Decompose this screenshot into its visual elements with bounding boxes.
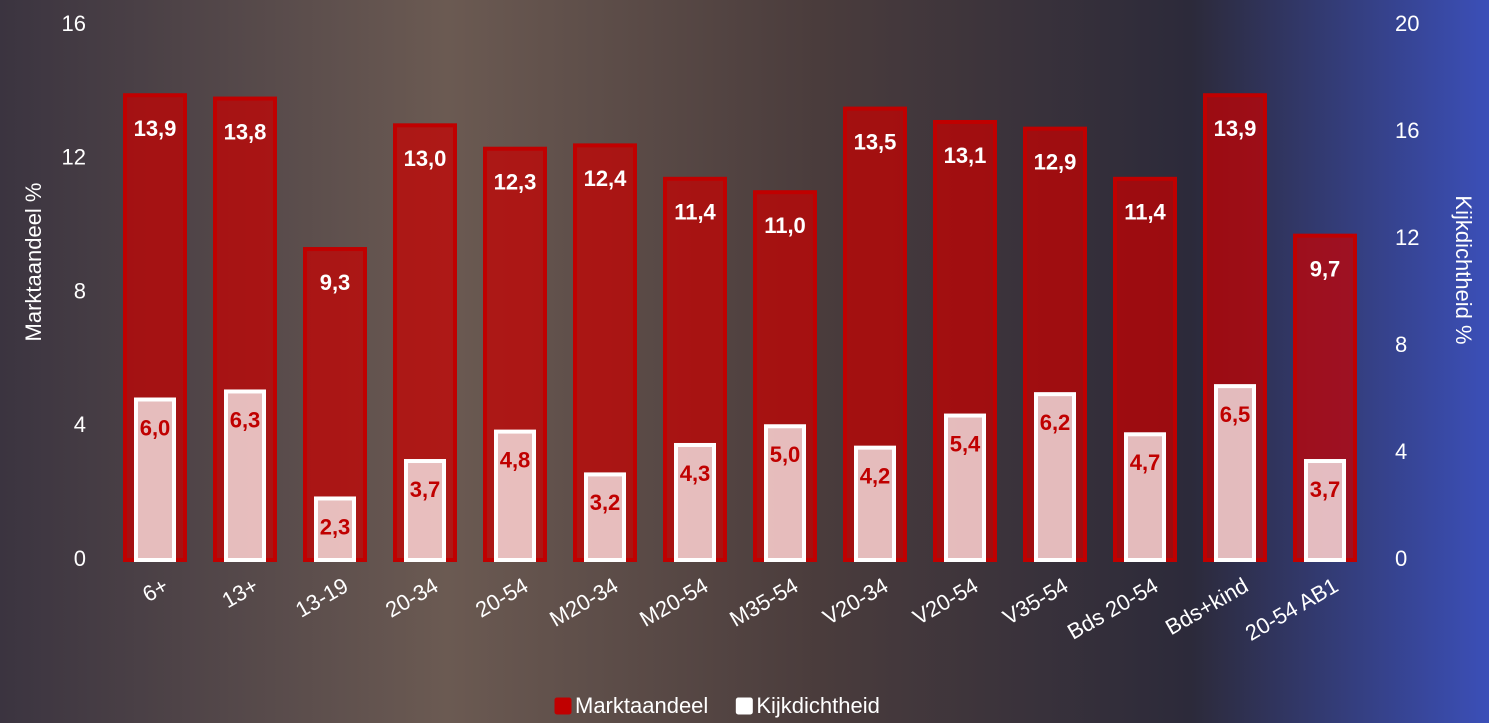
- y2-tick-label: 8: [1395, 332, 1407, 357]
- bar: [404, 459, 446, 562]
- legend-label: Kijkdichtheid: [756, 693, 880, 718]
- y2-tick-label: 16: [1395, 118, 1419, 143]
- bar: [944, 413, 986, 562]
- value-label: 6,2: [1040, 410, 1071, 435]
- y-axis-label: Marktaandeel %: [21, 183, 46, 342]
- value-label: 6,0: [140, 415, 171, 440]
- value-label: 13,9: [1214, 116, 1257, 141]
- value-label: 6,5: [1220, 402, 1251, 427]
- value-label: 6,3: [230, 407, 261, 432]
- value-label: 4,8: [500, 447, 531, 472]
- value-label: 4,3: [680, 461, 711, 486]
- legend-swatch: [735, 697, 753, 715]
- legend-swatch: [554, 697, 572, 715]
- value-label: 11,4: [1124, 200, 1166, 225]
- bar: [854, 445, 896, 562]
- value-label: 5,0: [770, 442, 801, 467]
- value-label: 2,3: [320, 514, 351, 539]
- bar: [674, 442, 716, 563]
- value-label: 3,2: [590, 490, 621, 515]
- y-tick-label: 12: [62, 145, 86, 170]
- value-label: 13,9: [134, 116, 177, 141]
- value-label: 13,8: [224, 119, 267, 144]
- bar: [314, 496, 356, 563]
- bar: [134, 397, 176, 562]
- value-label: 11,0: [764, 213, 806, 238]
- value-label: 4,7: [1130, 450, 1161, 475]
- y2-tick-label: 20: [1395, 11, 1419, 36]
- y2-axis-label: Kijkdichtheid %: [1451, 195, 1476, 344]
- y-tick-label: 8: [74, 278, 86, 303]
- y-tick-label: 16: [62, 11, 86, 36]
- value-label: 3,7: [410, 477, 441, 502]
- bar: [224, 389, 266, 562]
- value-label: 12,4: [584, 166, 628, 191]
- value-label: 11,4: [674, 200, 716, 225]
- bar: [1214, 384, 1256, 562]
- y2-tick-label: 0: [1395, 546, 1407, 571]
- bar: [584, 472, 626, 562]
- value-label: 13,1: [944, 143, 987, 168]
- value-label: 3,7: [1310, 477, 1341, 502]
- legend-label: Marktaandeel: [575, 693, 708, 718]
- value-label: 12,9: [1034, 149, 1077, 174]
- bar: [1124, 432, 1166, 562]
- value-label: 4,2: [860, 463, 891, 488]
- value-label: 9,3: [320, 270, 351, 295]
- bar: [1034, 392, 1076, 562]
- value-label: 12,3: [494, 170, 537, 195]
- value-label: 9,7: [1310, 256, 1341, 281]
- y-tick-label: 4: [74, 412, 86, 437]
- bar: [494, 429, 536, 562]
- value-label: 5,4: [950, 431, 981, 456]
- y2-tick-label: 4: [1395, 439, 1407, 464]
- value-label: 13,5: [854, 129, 897, 154]
- y2-tick-label: 12: [1395, 225, 1419, 250]
- value-label: 13,0: [404, 146, 447, 171]
- bar: [764, 424, 806, 562]
- bar: [1304, 459, 1346, 562]
- y-tick-label: 0: [74, 546, 86, 571]
